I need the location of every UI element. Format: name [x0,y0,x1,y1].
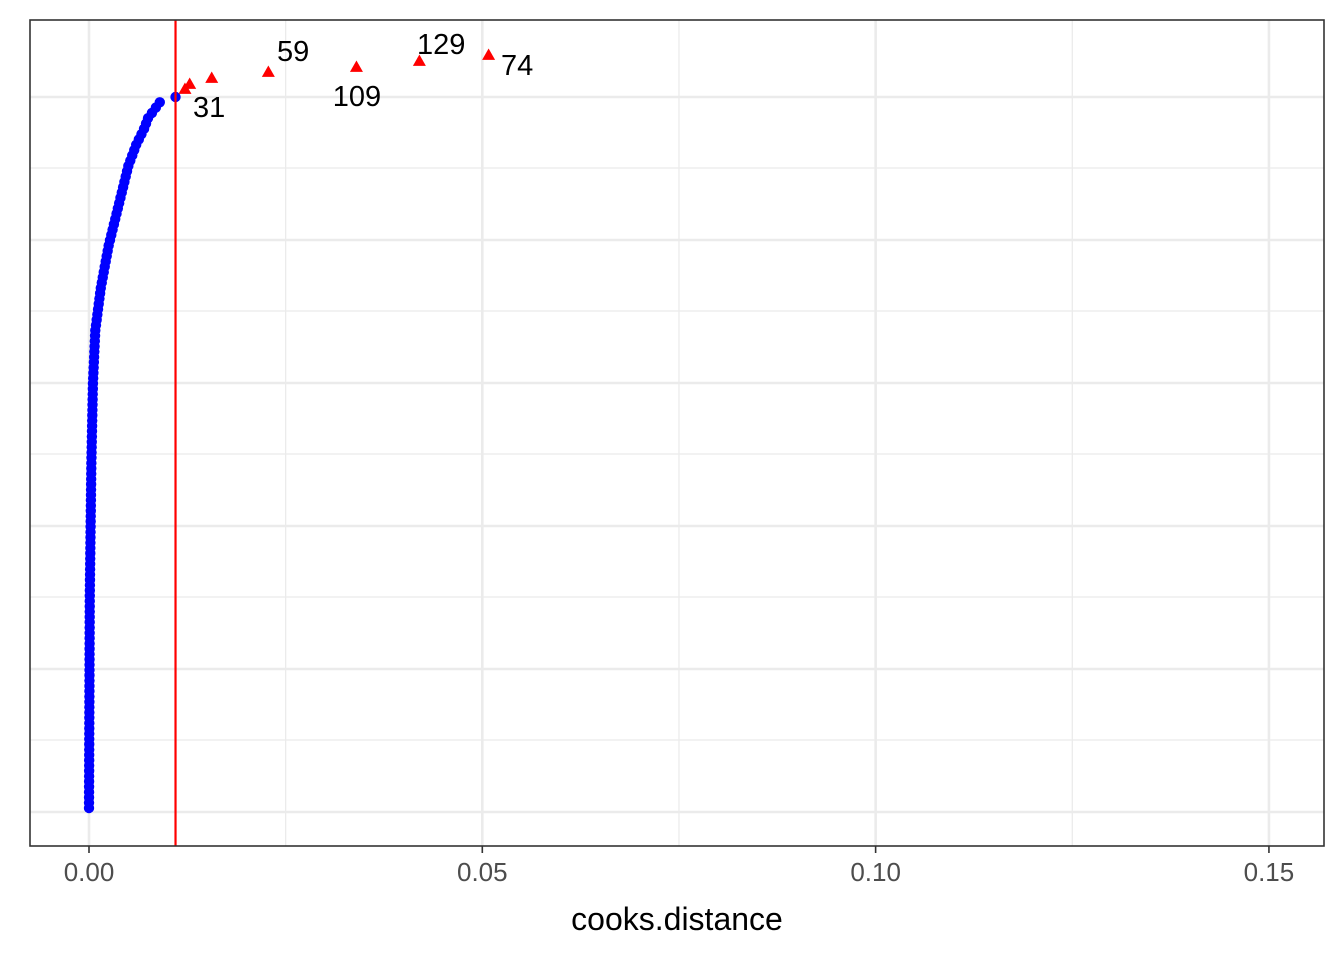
x-axis-title: cooks.distance [571,901,783,937]
point-label-109: 109 [333,81,381,113]
outlier-point [261,65,275,77]
point-label-31: 31 [193,92,225,124]
outlier-point [412,54,426,66]
x-tick-label: 0.05 [457,857,508,887]
point-label-129: 129 [417,29,465,61]
x-tick-label: 0.15 [1244,857,1295,887]
x-axis: 0.00 0.05 0.10 0.15 [64,846,1295,887]
normal-point [154,97,165,108]
outlier-point [205,71,219,83]
minor-gridlines [30,20,1324,846]
outlier-point [349,60,363,72]
x-tick-label: 0.10 [850,857,901,887]
point-label-74: 74 [501,50,533,82]
outlier-points-series [178,48,496,94]
outlier-point [482,48,496,60]
normal-points-series [83,91,181,814]
point-labels: 31 59 109 129 74 [193,29,533,124]
plot-panel [30,20,1324,846]
major-gridlines [30,20,1324,846]
point-label-59: 59 [277,36,309,68]
outlier-point [183,77,197,89]
x-tick-label: 0.00 [64,857,115,887]
panel-border [29,19,1325,847]
